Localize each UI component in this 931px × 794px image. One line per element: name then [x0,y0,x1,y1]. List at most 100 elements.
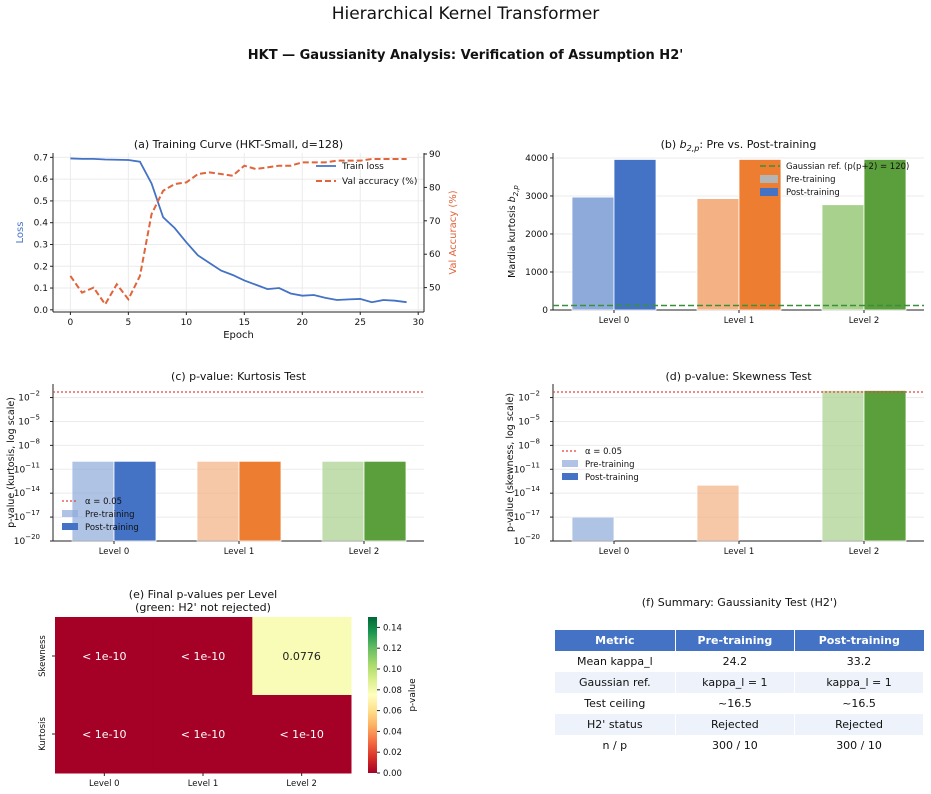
heatmap-cell-label: < 1e-10 [181,650,225,663]
colorbar-tick-label: 0.02 [383,748,402,758]
x-tick-label: Level 0 [599,316,630,326]
legend-label: Gaussian ref. (p(p+2) = 120) [786,162,909,172]
y-tick-label: 10−20 [514,533,540,547]
y-tick-label: 10−5 [18,413,40,427]
colorbar-tick-label: 0.08 [383,686,402,696]
y-tick-label: 0.7 [34,153,48,163]
heatmap-cell [55,695,155,774]
legend-swatch-post [62,523,78,530]
figure-subtitle: HKT — Gaussianity Analysis: Verification… [247,48,684,63]
colorbar-tick-label: 0.06 [383,707,402,717]
bar-pre-training [821,204,865,311]
colorbar-tick-label: 0.14 [383,623,402,633]
bar-post-training [238,460,282,542]
table-cell: Gaussian ref. [555,672,676,693]
legend-label: Post-training [786,188,840,198]
chart-title: (b) b2,p: Pre vs. Post-training [661,138,817,153]
x-tick-label: 10 [181,318,193,328]
y-tick-label: 0.1 [34,284,48,294]
table-cell: kappa_l = 1 [675,672,796,693]
x-tick-label: Level 0 [599,547,630,557]
y-tick-label: 4000 [525,154,548,164]
y-axis-label: Mardia kurtosis b2,p [507,185,520,278]
figure-suptitle: Hierarchical Kernel Transformer [331,4,600,24]
table-header-cell: Post-training [794,630,924,651]
y-tick-label: 3000 [525,192,548,202]
legend-label: α = 0.05 [85,497,122,507]
x-tick-label: Level 0 [89,779,120,789]
table-cell: Test ceiling [555,693,676,714]
x-tick-label: Level 2 [349,547,380,557]
legend-label: Val accuracy (%) [342,177,417,187]
y-tick-label: 10−14 [14,485,41,499]
legend-label: α = 0.05 [585,447,622,457]
chart-title: (c) p-value: Kurtosis Test [171,370,307,383]
legend-label: Post-training [85,523,139,533]
y-tick-label: 10−11 [14,461,40,475]
table-row: Test ceiling ~16.5 ~16.5 [555,693,924,714]
legend-swatch-pre [562,460,578,467]
y-tick-label: 10−2 [18,390,40,404]
table-cell: ~16.5 [675,693,796,714]
table-row: H2' status Rejected Rejected [555,714,924,735]
y-tick-label: 10−20 [14,533,40,547]
y-tick-label: 10−5 [518,413,540,427]
bar-post-training [738,159,782,311]
bar-pre-training [196,460,240,542]
val-accuracy-line [69,158,407,307]
table-cell: 300 / 10 [794,735,924,756]
legend-label: Pre-training [85,510,135,520]
bar-pre-training [571,516,615,542]
chart-title: (a) Training Curve (HKT-Small, d=128) [134,138,343,151]
bar-pre-training [696,198,740,311]
summary-table: Metric Pre-training Post-training Mean k… [555,630,924,756]
table-header-row: Metric Pre-training Post-training [555,630,924,651]
heatmap-cell-label: 0.0776 [282,650,321,663]
x-tick-label: Level 1 [224,547,255,557]
heatmap-cell [252,617,352,696]
x-tick-label: 25 [355,318,366,328]
x-tick-label: 5 [125,318,131,328]
y-tick-label: 10−8 [18,437,40,451]
table-cell: H2' status [555,714,676,735]
y-tick-label: 0.3 [34,240,48,250]
legend-swatch-pre [62,510,78,517]
y-tick-label: 10−11 [514,461,540,475]
y-axis-label: p-value (skewness, log scale) [505,393,516,532]
legend-label: Pre-training [786,175,836,185]
x-tick-label: 30 [412,318,424,328]
y-axis-label: p-value (kurtosis, log scale) [6,397,17,528]
y-tick-label: 0.6 [34,175,49,185]
heatmap-cell-label: < 1e-10 [82,650,126,663]
table-row: Mean kappa_l 24.2 33.2 [555,651,924,672]
colorbar [368,617,377,773]
bar-post-training [863,159,907,311]
y-tick-label: 0 [542,306,548,316]
y-tick-label: 1000 [525,268,548,278]
y-tick-label: 2000 [525,230,548,240]
heatmap-cell [55,617,155,696]
table-row: n / p 300 / 10 300 / 10 [555,735,924,756]
table-row: Gaussian ref. kappa_l = 1 kappa_l = 1 [555,672,924,693]
colorbar-label: p-value [408,678,418,712]
y-axis-label: Loss [15,222,26,244]
colorbar-tick-label: 0.12 [383,644,402,654]
y-right-tick-label: 50 [429,284,441,294]
chart-title: (e) Final p-values per Level [129,588,277,601]
y-tick-label: 10−14 [514,485,541,499]
y-tick-label: 10−17 [514,509,540,523]
x-tick-label: Level 2 [286,779,317,789]
x-tick-label: 20 [297,318,309,328]
y-right-axis-label: Val Accuracy (%) [448,190,459,274]
bar-pre-training [821,390,865,542]
table-header-cell: Metric [555,630,676,651]
legend-label: Train loss [341,162,384,172]
bar-post-training [863,390,907,542]
colorbar-tick-label: 0.00 [383,769,402,779]
x-tick-label: 15 [239,318,250,328]
table-cell: 33.2 [794,651,924,672]
table-cell: Rejected [675,714,796,735]
table-header-cell: Pre-training [675,630,796,651]
heatmap-cell [252,695,352,774]
